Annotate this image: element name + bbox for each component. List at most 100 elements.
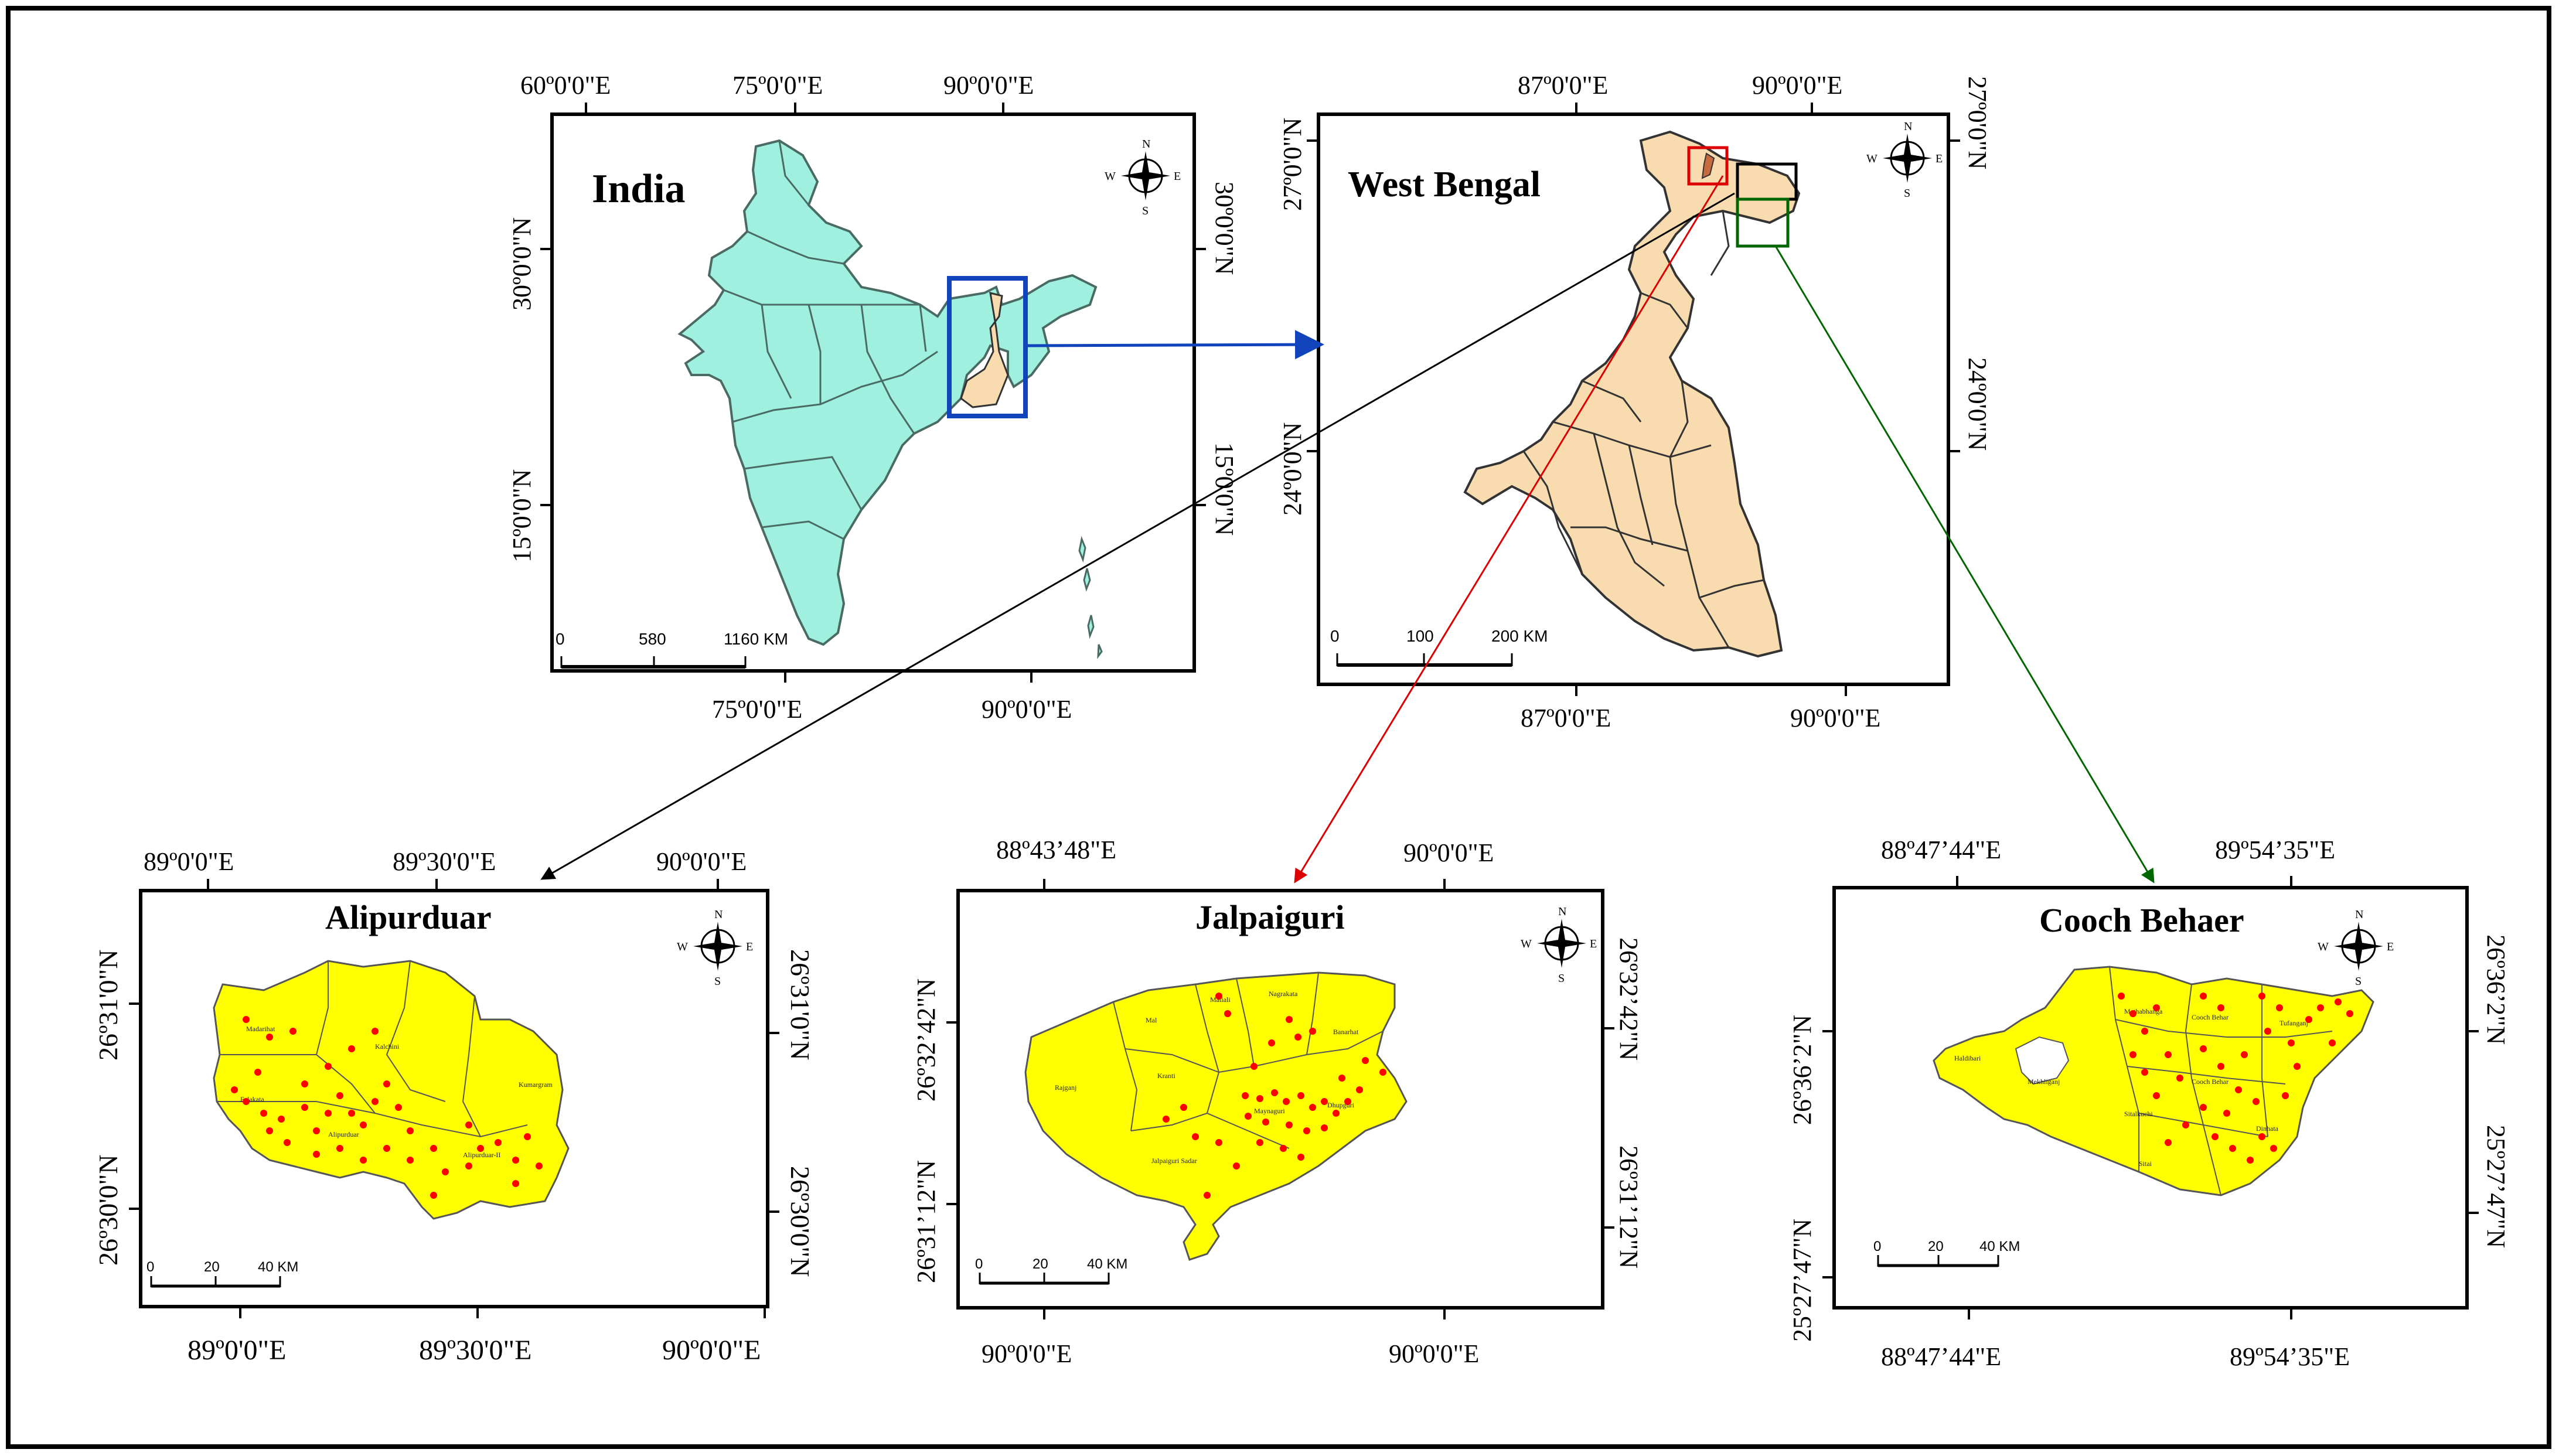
- svg-text:Sitai: Sitai: [2139, 1160, 2152, 1168]
- alipurduar-bottom-tick-1: 89º0'0"E: [188, 1335, 286, 1366]
- west-bengal-bottom-tick-2: 90º0'0"E: [1790, 704, 1880, 732]
- west-bengal-jalpaiguri-box: [1687, 146, 1729, 186]
- jalpaiguri-tick-marks: [946, 879, 1614, 1319]
- svg-text:Nagrakata: Nagrakata: [1269, 990, 1298, 998]
- jalpaiguri-compass-w: W: [1521, 937, 1532, 950]
- cooch-behaer-tick-marks: [1822, 876, 2479, 1319]
- jalpaiguri-scale-bar: 0 20 40 KM: [975, 1256, 1127, 1285]
- india-state-boundaries: [723, 140, 938, 540]
- jalpaiguri-top-tick-2: 90º0'0"E: [1403, 838, 1494, 867]
- svg-text:Mekhliganj: Mekhliganj: [2028, 1077, 2060, 1086]
- figure-frame: [6, 6, 2551, 1449]
- alipurduar-top-tick-2: 89º30'0"E: [393, 847, 496, 876]
- india-panel: India N S E W 0 580 1160 KM 60º0'0"E: [507, 71, 1239, 724]
- cooch-behaer-scale-end: 40 KM: [1979, 1239, 2020, 1254]
- jalpaiguri-scale-mid: 20: [1033, 1256, 1048, 1272]
- cooch-behaer-scale-0: 0: [1873, 1239, 1881, 1254]
- cooch-behaer-sample-points: [2118, 993, 2353, 1164]
- cooch-behaer-bottom-tick-1: 88º47’44"E: [1881, 1342, 2001, 1371]
- cooch-behaer-bottom-tick-2: 89º54’35"E: [2230, 1342, 2350, 1371]
- west-bengal-scale-end: 200 KM: [1491, 627, 1548, 645]
- svg-text:Matiali: Matiali: [1210, 995, 1231, 1004]
- cooch-behaer-compass-w: W: [2318, 940, 2329, 953]
- india-right-tick-2: 15º0'0"N: [1210, 442, 1239, 536]
- jalpaiguri-right-tick-1: 26º32’42"N: [1614, 937, 1643, 1061]
- west-bengal-to-jalpaiguri-arrow: [1294, 175, 1724, 884]
- jalpaiguri-left-tick-2: 26º31’12"N: [912, 1160, 941, 1283]
- alipurduar-compass-icon: N S E W: [677, 908, 753, 988]
- jalpaiguri-scale-0: 0: [975, 1256, 983, 1272]
- west-bengal-bottom-tick-1: 87º0'0"E: [1521, 704, 1611, 732]
- svg-text:Cooch Behar: Cooch Behar: [2192, 1013, 2229, 1021]
- india-compass-s: S: [1142, 204, 1149, 217]
- alipurduar-district-shape: [213, 960, 570, 1220]
- jalpaiguri-block-labels: Mal Matiali Nagrakata Banarhat Rajganj Krant…: [1055, 990, 1359, 1165]
- jalpaiguri-district-shape: [1024, 971, 1408, 1261]
- svg-text:Rajganj: Rajganj: [1055, 1083, 1076, 1092]
- svg-text:Mal: Mal: [1146, 1016, 1157, 1024]
- west-bengal-right-tick-1: 27º0'0"N: [1963, 76, 1992, 169]
- india-compass-e: E: [1174, 170, 1181, 183]
- alipurduar-left-tick-2: 26º30'0"N: [93, 1154, 123, 1266]
- alipurduar-scale-end: 40 KM: [258, 1259, 298, 1275]
- india-compass-icon: N S E W: [1105, 138, 1181, 217]
- jalpaiguri-sample-points: [1163, 993, 1386, 1199]
- west-bengal-jalpaiguri-inset-shape: [1701, 152, 1715, 179]
- india-west-bengal-highlight: [960, 291, 1009, 408]
- west-bengal-top-tick-2: 90º0'0"E: [1752, 71, 1842, 100]
- svg-text:Maynaguri: Maynaguri: [1254, 1107, 1285, 1115]
- india-compass-n: N: [1142, 138, 1150, 151]
- jalpaiguri-top-tick-1: 88º43’48"E: [996, 836, 1116, 864]
- india-scale-bar: 0 580 1160 KM: [556, 630, 788, 669]
- west-bengal-cooch-behar-box: [1736, 197, 1790, 248]
- alipurduar-tick-marks: [129, 879, 779, 1318]
- svg-text:Alipurduar-II: Alipurduar-II: [463, 1151, 500, 1159]
- svg-text:Sitalkuchi: Sitalkuchi: [2124, 1110, 2153, 1118]
- alipurduar-scale-bar: 0 20 40 KM: [146, 1259, 298, 1288]
- india-compass-w: W: [1105, 170, 1116, 183]
- cooch-behaer-block-boundaries: [2109, 966, 2333, 1196]
- jalpaiguri-title: Jalpaiguri: [1195, 898, 1345, 936]
- alipurduar-title: Alipurduar: [325, 898, 492, 936]
- cooch-behaer-compass-n: N: [2355, 908, 2363, 921]
- west-bengal-tick-marks: [1307, 103, 1960, 696]
- alipurduar-compass-n: N: [714, 908, 723, 921]
- india-scale-0: 0: [556, 630, 565, 648]
- andaman-islands: [1078, 536, 1103, 659]
- alipurduar-scale-mid: 20: [204, 1259, 220, 1275]
- cooch-behaer-compass-e: E: [2387, 940, 2394, 953]
- cooch-behaer-left-tick-1: 26º36’2"N: [1788, 1015, 1817, 1125]
- jalpaiguri-right-tick-2: 26º31’12"N: [1614, 1145, 1643, 1269]
- west-bengal-compass-icon: N S E W: [1866, 120, 1943, 200]
- svg-text:Banarhat: Banarhat: [1333, 1028, 1359, 1036]
- west-bengal-scale-0: 0: [1330, 627, 1340, 645]
- cooch-behaer-scale-mid: 20: [1928, 1239, 1944, 1254]
- svg-text:Cooch Behar: Cooch Behar: [2192, 1077, 2229, 1086]
- svg-text:Kranti: Kranti: [1157, 1072, 1175, 1080]
- india-title: India: [592, 166, 686, 212]
- india-top-tick-3: 90º0'0"E: [943, 71, 1034, 100]
- alipurduar-right-tick-1: 26º31'0"N: [785, 949, 815, 1061]
- jalpaiguri-scale-end: 40 KM: [1087, 1256, 1127, 1272]
- india-right-tick-1: 30º0'0"N: [1210, 182, 1239, 275]
- west-bengal-panel: West Bengal N S E W 0 100 200 KM 87º0'0"…: [1278, 71, 1992, 732]
- alipurduar-bottom-tick-3: 90º0'0"E: [662, 1335, 761, 1366]
- alipurduar-scale-0: 0: [146, 1259, 154, 1275]
- jalpaiguri-compass-icon: N S E W: [1521, 905, 1597, 985]
- west-bengal-compass-s: S: [1904, 187, 1910, 200]
- cooch-behaer-scale-bar: 0 20 40 KM: [1873, 1239, 2020, 1267]
- svg-text:Kalchini: Kalchini: [375, 1042, 400, 1051]
- svg-text:Haldibari: Haldibari: [1954, 1054, 1981, 1062]
- west-bengal-landmass: [1463, 130, 1801, 658]
- west-bengal-to-cooch-behar-arrow: [1774, 245, 2155, 884]
- west-bengal-right-tick-2: 24º0'0"N: [1963, 357, 1992, 451]
- jalpaiguri-compass-n: N: [1558, 905, 1566, 918]
- india-bottom-tick-2: 90º0'0"E: [982, 695, 1072, 724]
- alipurduar-top-tick-3: 90º0'0"E: [656, 847, 747, 876]
- alipurduar-compass-e: E: [746, 940, 753, 953]
- cooch-behaer-compass-icon: N S E W: [2318, 908, 2394, 988]
- india-scale-end: 1160 KM: [724, 630, 788, 648]
